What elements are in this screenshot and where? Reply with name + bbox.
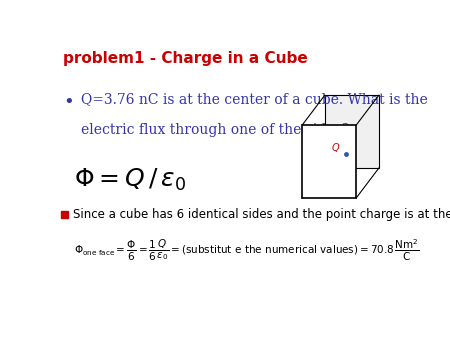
Text: electric flux through one of the sides?: electric flux through one of the sides? <box>81 123 349 137</box>
Bar <box>325 95 379 168</box>
Text: •: • <box>63 93 74 111</box>
Bar <box>302 125 356 198</box>
Text: $\Phi_{\rm one\ face}=\dfrac{\Phi}{6}=\dfrac{1}{6}\dfrac{Q}{\varepsilon_0}={\rm : $\Phi_{\rm one\ face}=\dfrac{\Phi}{6}=\d… <box>74 238 419 263</box>
Bar <box>62 211 68 218</box>
Text: Q=3.76 nC is at the center of a cube. What is the: Q=3.76 nC is at the center of a cube. Wh… <box>81 93 427 106</box>
Text: Q: Q <box>332 143 339 153</box>
Text: problem1 - Charge in a Cube: problem1 - Charge in a Cube <box>63 51 308 66</box>
Text: Since a cube has 6 identical sides and the point charge is at the center: Since a cube has 6 identical sides and t… <box>73 208 450 221</box>
Text: $\Phi = Q\,/\,\varepsilon_0$: $\Phi = Q\,/\,\varepsilon_0$ <box>74 167 186 193</box>
